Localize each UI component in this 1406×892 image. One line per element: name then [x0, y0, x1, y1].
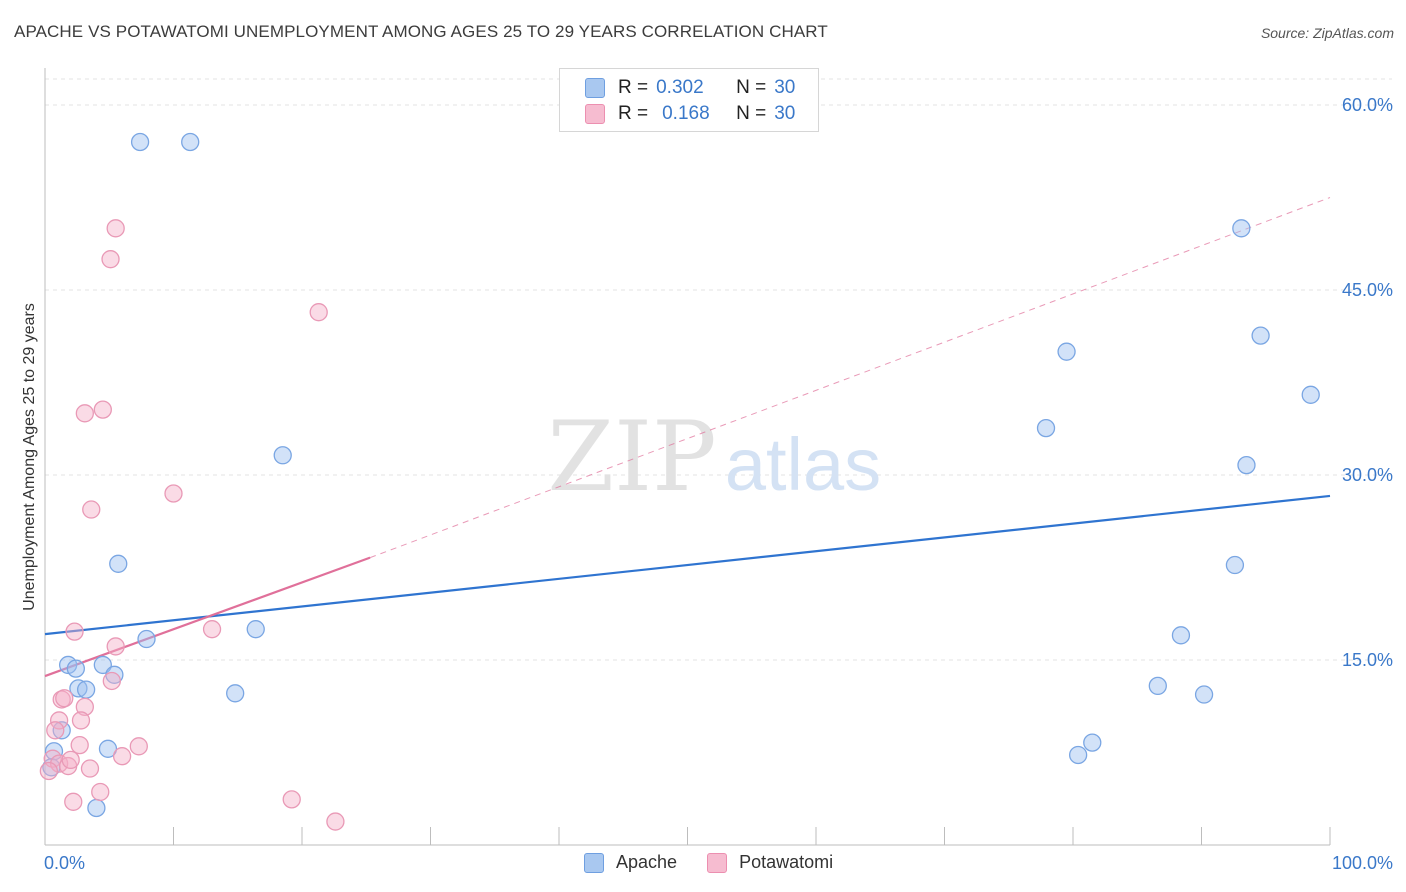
- trend-line-potawatomi: [44, 556, 371, 678]
- apache-point: [93, 655, 112, 675]
- apache-point: [76, 680, 96, 699]
- potawatomi-point: [82, 500, 101, 519]
- potawatomi-point: [46, 721, 65, 740]
- potawatomi-swatch: [585, 104, 605, 124]
- y-tick-label: 15.0%: [1342, 650, 1393, 670]
- correlation-legend: R = 0.302 N = 30 R = 0.168 N = 30: [559, 68, 819, 132]
- apache-point: [1036, 418, 1056, 438]
- potawatomi-point: [106, 637, 125, 656]
- apache-point: [98, 739, 118, 758]
- apache-point: [1068, 745, 1088, 765]
- apache-point: [1057, 342, 1076, 361]
- trend-lines: [44, 197, 1331, 678]
- watermark-atlas: atlas: [725, 423, 881, 506]
- trend-line-apache: [44, 494, 1331, 636]
- potawatomi-point: [39, 761, 59, 781]
- apache-point: [1225, 555, 1245, 575]
- apache-point: [137, 629, 156, 649]
- apache-point: [181, 132, 200, 152]
- potawatomi-point: [75, 697, 94, 717]
- trend-extension-potawatomi: [369, 197, 1331, 559]
- potawatomi-point: [102, 671, 121, 691]
- potawatomi-point: [91, 782, 110, 802]
- n-label: N =: [736, 77, 767, 98]
- x-tick-label: 100.0%: [1332, 853, 1393, 873]
- apache-point: [1301, 385, 1320, 404]
- potawatomi-point: [164, 484, 183, 503]
- data-points: [39, 132, 1320, 831]
- potawatomi-point: [65, 622, 84, 641]
- apache-n-value: 30: [774, 77, 796, 98]
- apache-point: [246, 620, 265, 639]
- apache-swatch: [585, 78, 605, 98]
- potawatomi-point: [71, 711, 91, 730]
- potawatomi-point: [70, 735, 89, 755]
- potawatomi-point: [61, 750, 80, 770]
- y-tick-label: 30.0%: [1342, 465, 1393, 485]
- r-label: R =: [618, 77, 649, 98]
- n-label: N =: [736, 103, 767, 124]
- chart-title: APACHE VS POTAWATOMI UNEMPLOYMENT AMONG …: [14, 22, 828, 41]
- apache-point: [130, 132, 150, 152]
- potawatomi-legend-label: Potawatomi: [739, 852, 834, 872]
- potawatomi-point: [49, 711, 69, 730]
- apache-point: [226, 684, 245, 703]
- apache-point: [1232, 219, 1251, 238]
- apache-point: [109, 554, 128, 573]
- legend-item-apache[interactable]: Apache: [584, 852, 677, 873]
- series-legend: Apache Potawatomi: [584, 852, 863, 873]
- gridlines: [45, 78, 1392, 661]
- apache-point: [69, 679, 88, 698]
- watermark: ZIP atlas: [547, 401, 881, 513]
- apache-r-value: 0.302: [656, 77, 704, 98]
- source-credit[interactable]: Source: ZipAtlas.com: [1260, 25, 1394, 41]
- apache-point: [1083, 733, 1102, 752]
- potawatomi-legend-swatch: [707, 852, 728, 873]
- apache-point: [87, 798, 106, 818]
- potawatomi-point: [106, 219, 125, 238]
- potawatomi-point: [326, 812, 345, 831]
- potawatomi-point: [93, 400, 112, 419]
- potawatomi-point: [55, 689, 74, 708]
- apache-point: [1148, 676, 1167, 696]
- apache-point: [1194, 685, 1214, 704]
- potawatomi-point: [309, 303, 328, 322]
- apache-point: [1237, 455, 1256, 475]
- apache-legend-swatch: [584, 852, 604, 873]
- potawatomi-point: [282, 790, 301, 809]
- watermark-zip: ZIP: [547, 401, 716, 513]
- potawatomi-r-value: 0.168: [662, 103, 710, 124]
- y-tick-label: 45.0%: [1342, 280, 1393, 300]
- x-tick-label: 0.0%: [44, 853, 85, 873]
- potawatomi-point: [75, 404, 94, 423]
- y-tick-label: 60.0%: [1342, 95, 1393, 115]
- potawatomi-point: [101, 250, 120, 269]
- apache-point: [1251, 326, 1270, 345]
- apache-point: [66, 659, 85, 678]
- potawatomi-point: [129, 737, 148, 756]
- apache-point: [273, 446, 292, 465]
- legend-row-apache: R = 0.302 N = 30: [585, 76, 796, 100]
- apache-point: [1171, 626, 1191, 645]
- apache-legend-label: Apache: [616, 852, 678, 872]
- y-axis-label: Unemployment Among Ages 25 to 29 years: [21, 303, 38, 611]
- legend-row-potawatomi: R = 0.168 N = 30: [585, 102, 796, 126]
- potawatomi-point: [64, 792, 83, 811]
- r-label: R =: [618, 103, 649, 124]
- potawatomi-point: [80, 759, 100, 778]
- potawatomi-n-value: 30: [774, 103, 796, 124]
- axes: [44, 68, 1331, 846]
- legend-item-potawatomi[interactable]: Potawatomi: [707, 852, 833, 873]
- potawatomi-point: [202, 620, 222, 639]
- potawatomi-point: [112, 747, 132, 766]
- tick-labels: 15.0% 30.0% 45.0% 60.0% 0.0% 100.0%: [44, 95, 1393, 873]
